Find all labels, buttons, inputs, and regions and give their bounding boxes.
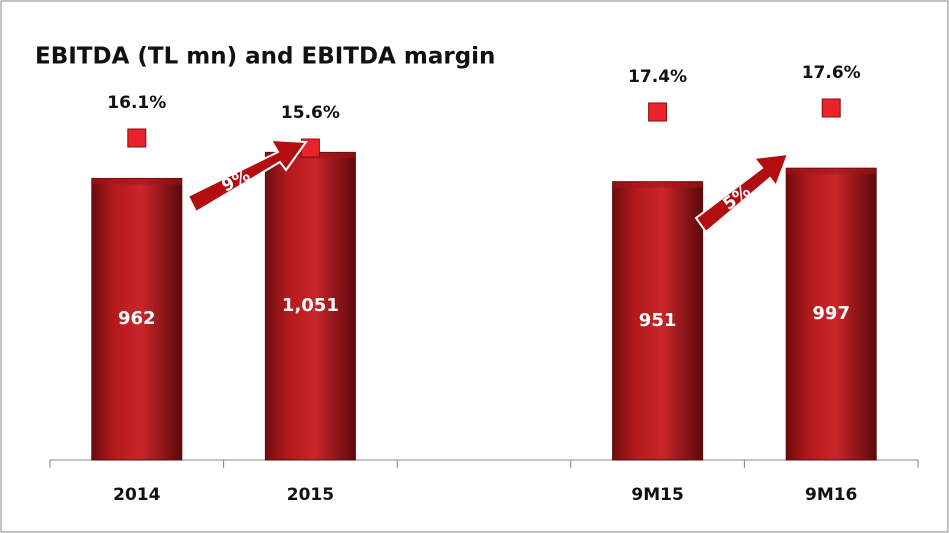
x-tick-label: 2014 xyxy=(113,485,160,505)
data-label: 17.6% xyxy=(802,63,861,83)
margin-marker xyxy=(821,98,841,118)
x-tick-label: 9M16 xyxy=(805,485,857,505)
bar xyxy=(785,167,877,461)
data-label: 951 xyxy=(639,310,677,331)
margin-marker xyxy=(648,102,668,122)
bar-top xyxy=(612,181,703,188)
bar xyxy=(264,151,356,461)
data-label: 997 xyxy=(812,303,850,324)
data-label: 16.1% xyxy=(107,93,166,113)
bar-top xyxy=(91,178,182,185)
x-tick-label: 2015 xyxy=(287,485,334,505)
data-label: 17.4% xyxy=(628,67,687,87)
bar-top xyxy=(786,168,877,175)
data-label: 15.6% xyxy=(281,103,340,123)
chart-title: EBITDA (TL mn) and EBITDA margin xyxy=(35,44,495,70)
data-label: 962 xyxy=(118,308,156,329)
data-label: 1,051 xyxy=(282,295,339,316)
x-tick-label: 9M15 xyxy=(631,485,683,505)
margin-marker xyxy=(127,128,147,148)
bar xyxy=(91,177,183,461)
bar xyxy=(612,181,704,461)
